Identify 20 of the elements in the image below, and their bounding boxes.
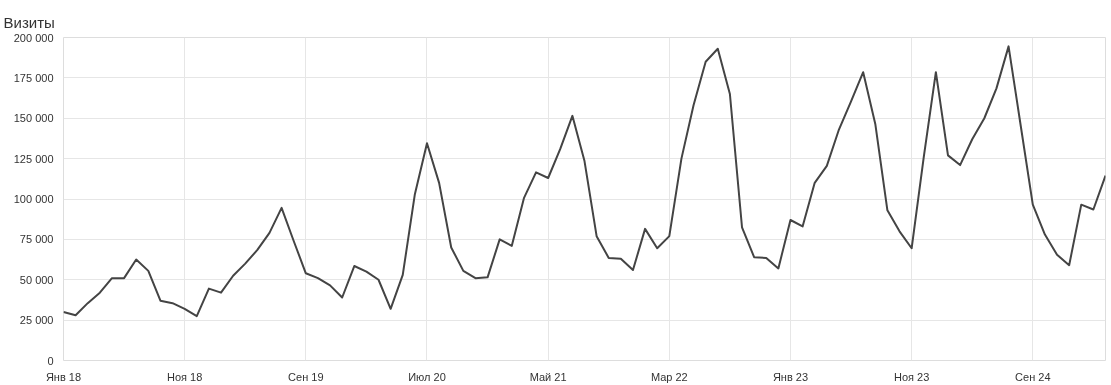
y-tick-label: 175 000 — [13, 71, 54, 84]
x-tick-label: Сен 24 — [1015, 370, 1051, 383]
y-tick-label: 25 000 — [19, 314, 54, 327]
y-tick-label: 0 — [47, 354, 54, 367]
y-tick-label: 100 000 — [13, 193, 54, 205]
y-tick-label: 75 000 — [19, 233, 54, 246]
y-tick-label: 150 000 — [13, 112, 54, 125]
x-tick-label: Мар 22 — [650, 370, 688, 383]
line-series — [63, 45, 1106, 318]
x-tick-label: Янв 23 — [772, 370, 809, 383]
x-tick-label: Май 21 — [529, 370, 567, 383]
y-tick-label: 200 000 — [13, 31, 54, 44]
x-tick-label: Ноя 23 — [893, 370, 930, 383]
chart-title: Визиты — [3, 13, 55, 31]
x-tick-label: Ноя 18 — [167, 370, 203, 383]
y-tick-label: 50 000 — [19, 273, 54, 286]
x-tick-label: Июл 20 — [408, 370, 446, 383]
x-tick-label: Сен 19 — [288, 370, 324, 383]
x-tick-label: Янв 18 — [45, 370, 82, 383]
y-tick-label: 125 000 — [13, 152, 54, 165]
